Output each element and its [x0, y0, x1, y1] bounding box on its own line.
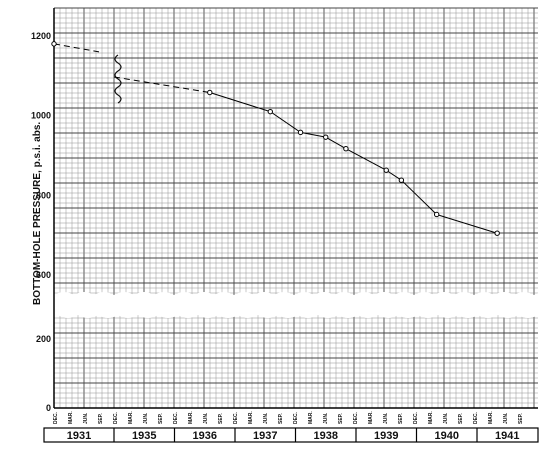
- month-label: DEC.: [233, 411, 239, 424]
- month-label: DEC.: [113, 411, 119, 424]
- month-label: MAR.: [428, 411, 434, 424]
- year-label: 1936: [193, 430, 217, 442]
- axes: 0 200 600 800 1000 1200: [31, 8, 538, 413]
- month-label: JUN.: [503, 412, 509, 424]
- month-label: SEP.: [218, 413, 224, 424]
- data-point: [433, 211, 440, 218]
- y-tick-label: 600: [36, 270, 51, 280]
- data-point: [343, 146, 349, 152]
- dashed-segment: [53, 43, 100, 53]
- data-point: [398, 177, 405, 183]
- month-label: SEP.: [278, 413, 284, 424]
- month-label: SEP.: [98, 413, 104, 424]
- month-label: DEC.: [353, 411, 359, 424]
- year-label: 1931: [67, 430, 91, 442]
- data-point: [323, 134, 329, 140]
- month-label: SEP.: [398, 413, 404, 424]
- year-label: 1935: [132, 430, 156, 442]
- month-label: MAR.: [308, 411, 314, 424]
- y-tick-label: 200: [36, 334, 51, 344]
- line-segment: [325, 136, 347, 150]
- month-label: SEP.: [338, 413, 344, 424]
- month-label: SEP.: [458, 413, 464, 424]
- line-segment: [209, 92, 271, 113]
- line-segment: [385, 169, 402, 181]
- year-label: 1941: [495, 430, 519, 442]
- year-label: 1938: [314, 430, 338, 442]
- month-label: JUN.: [203, 412, 209, 424]
- month-label: DEC.: [53, 411, 59, 424]
- data-point: [383, 167, 389, 173]
- month-label: DEC.: [473, 411, 479, 424]
- month-label: JUN.: [83, 412, 89, 424]
- month-label: JUN.: [443, 412, 449, 424]
- month-label: DEC.: [413, 411, 419, 424]
- grid: [53, 7, 538, 409]
- line-segment: [436, 214, 498, 234]
- dashed-segment: [113, 76, 210, 93]
- month-label: MAR.: [488, 411, 494, 424]
- month-label: MAR.: [128, 411, 134, 424]
- y-axis-label: BOTTOM-HOLE PRESSURE, p.s.i. abs.: [32, 122, 43, 305]
- axis-break-band: [38, 292, 550, 318]
- labels: BOTTOM-HOLE PRESSURE, p.s.i. abs. DEC. MA…: [32, 122, 539, 443]
- y-tick-label: 0: [46, 403, 51, 413]
- month-label: JUN.: [323, 412, 329, 424]
- month-label: MAR.: [188, 411, 194, 424]
- month-label: SEP.: [158, 413, 164, 424]
- year-label: 1939: [374, 430, 398, 442]
- line-segment: [270, 111, 301, 133]
- pressure-series: [51, 41, 500, 236]
- y-tick-label: 1000: [31, 111, 51, 121]
- year-row: [43, 427, 539, 443]
- data-point: [297, 129, 304, 136]
- data-point: [267, 108, 273, 115]
- month-label: MAR.: [68, 411, 74, 424]
- data-point: [207, 89, 213, 96]
- line-segment: [401, 179, 438, 215]
- line-segment: [300, 131, 326, 138]
- month-label: DEC.: [173, 411, 179, 424]
- year-label: 1937: [253, 430, 277, 442]
- month-label: JUN.: [143, 412, 149, 424]
- y-tick-label: 1200: [31, 31, 51, 41]
- month-label: MAR.: [248, 411, 254, 424]
- month-label: MAR.: [368, 411, 374, 424]
- month-label: JUN.: [263, 412, 269, 424]
- year-label: 1940: [435, 430, 459, 442]
- month-label: JUN.: [383, 412, 389, 424]
- data-point: [51, 41, 57, 47]
- month-label: DEC.: [293, 411, 299, 424]
- axis-break-band: [38, 54, 550, 318]
- x-axis-break: [114, 54, 122, 104]
- data-point: [494, 230, 500, 236]
- month-label: SEP.: [518, 413, 524, 424]
- line-segment: [345, 148, 387, 171]
- y-tick-label: 800: [36, 190, 51, 200]
